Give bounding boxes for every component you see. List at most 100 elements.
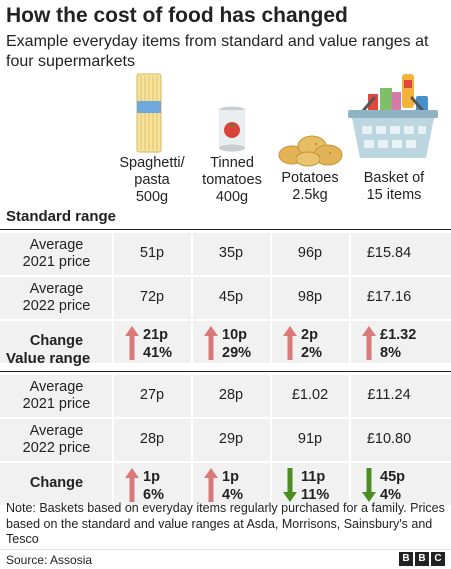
price-cell: 27p [139, 387, 165, 403]
change-values: 11p 11% [301, 468, 329, 504]
cell-divider [191, 233, 193, 275]
row-label-line: Average [29, 379, 84, 395]
price-cell: £15.84 [366, 245, 412, 261]
arrow-up-icon [125, 468, 139, 502]
row-label-line: Average [29, 237, 84, 253]
change-amount: 21p [143, 327, 168, 343]
bbc-logo-letter: C [431, 552, 445, 566]
cell-divider [270, 419, 272, 461]
price-cell: 28p [218, 387, 244, 403]
cell-divider [112, 419, 114, 461]
arrow-down-icon [283, 468, 297, 502]
arrow-up-icon [204, 468, 218, 502]
cell-divider [191, 321, 193, 363]
cell-divider [112, 233, 114, 275]
change-percent: 29% [222, 345, 252, 361]
change-amount: 45p [380, 469, 405, 485]
change-values: £1.32 8% [380, 326, 416, 362]
price-cell: 45p [218, 289, 244, 305]
tinned-tomatoes-icon [219, 106, 245, 152]
change-values: 1p 4% [222, 468, 243, 504]
cell-divider [112, 321, 114, 363]
cell-divider [349, 463, 351, 505]
change-amount: 1p [143, 469, 160, 485]
cell-divider [191, 277, 193, 319]
price-cell: £17.16 [366, 289, 412, 305]
section-title: Standard range [6, 208, 117, 225]
source-label: Source: Assosia [6, 553, 93, 567]
change-percent: 41% [143, 345, 173, 361]
cell-divider [349, 419, 351, 461]
footnote: Note: Baskets based on everyday items re… [6, 501, 445, 546]
change-values: 45p 4% [380, 468, 405, 504]
change-cell: 21p 41% [113, 324, 191, 364]
change-amount: 11p [301, 469, 326, 485]
cell-divider [191, 419, 193, 461]
price-cell: 98p [297, 289, 323, 305]
row-label-avg2021: Average 2021 price [0, 379, 113, 413]
change-percent: 4% [380, 487, 401, 503]
price-cell: £1.02 [291, 387, 329, 403]
change-percent: 2% [301, 345, 322, 361]
spaghetti-icon [136, 73, 162, 153]
bbc-logo-letter: B [399, 552, 413, 566]
chart-subtitle: Example everyday items from standard and… [6, 33, 429, 70]
price-cell: 51p [139, 245, 165, 261]
change-cell: 2p 2% [271, 324, 349, 364]
price-cell: 29p [218, 431, 244, 447]
price-cell: 91p [297, 431, 323, 447]
cell-divider [349, 321, 351, 363]
table-row [0, 419, 451, 461]
row-label-line: 2021 price [22, 396, 91, 412]
price-cell: £11.24 [367, 387, 411, 403]
change-values: 10p 29% [222, 326, 251, 362]
row-label-line: Average [29, 281, 84, 297]
column-header-spaghetti: Spaghetti/ pasta 500g [119, 155, 185, 205]
cell-divider [112, 375, 114, 417]
cell-divider [191, 375, 193, 417]
change-values: 1p 6% [143, 468, 164, 504]
change-values: 2p 2% [301, 326, 322, 362]
row-label-line: 2021 price [22, 254, 91, 270]
change-cell: 1p 4% [192, 466, 270, 506]
change-cell: 45p 4% [350, 466, 428, 506]
chart-title: How the cost of food has changed [6, 4, 348, 27]
cell-divider [112, 277, 114, 319]
row-label-change: Change [29, 475, 84, 491]
shopping-basket-icon [348, 74, 438, 158]
price-cell: 72p [139, 289, 165, 305]
cell-divider [349, 233, 351, 275]
price-cell: 96p [297, 245, 323, 261]
change-percent: 11% [301, 487, 330, 503]
change-amount: 2p [301, 327, 318, 343]
cell-divider [349, 277, 351, 319]
bbc-logo-letter: B [415, 552, 429, 566]
column-header-potatoes: Potatoes 2.5kg [281, 170, 339, 203]
potatoes-icon [278, 135, 343, 167]
cell-divider [112, 463, 114, 505]
arrow-up-icon [125, 326, 139, 360]
change-cell: £1.32 8% [350, 324, 428, 364]
row-label-line: Average [29, 423, 84, 439]
footer-divider [0, 549, 451, 550]
row-label-change: Change [29, 333, 84, 349]
price-cell: 35p [218, 245, 244, 261]
arrow-up-icon [204, 326, 218, 360]
table-row [0, 321, 451, 363]
table-row [0, 233, 451, 275]
section-divider [0, 371, 451, 372]
cell-divider [270, 375, 272, 417]
row-label-avg2022: Average 2022 price [0, 281, 113, 315]
cell-divider [270, 277, 272, 319]
table-row [0, 277, 451, 319]
arrow-up-icon [283, 326, 297, 360]
column-header-tomatoes: Tinned tomatoes 400g [202, 155, 262, 205]
change-cell: 11p 11% [271, 466, 349, 506]
change-percent: 8% [380, 345, 401, 361]
change-percent: 6% [143, 487, 164, 503]
change-cell: 10p 29% [192, 324, 270, 364]
arrow-up-icon [362, 326, 376, 360]
change-values: 21p 41% [143, 326, 172, 362]
cell-divider [270, 463, 272, 505]
section-title: Value range [6, 350, 91, 367]
